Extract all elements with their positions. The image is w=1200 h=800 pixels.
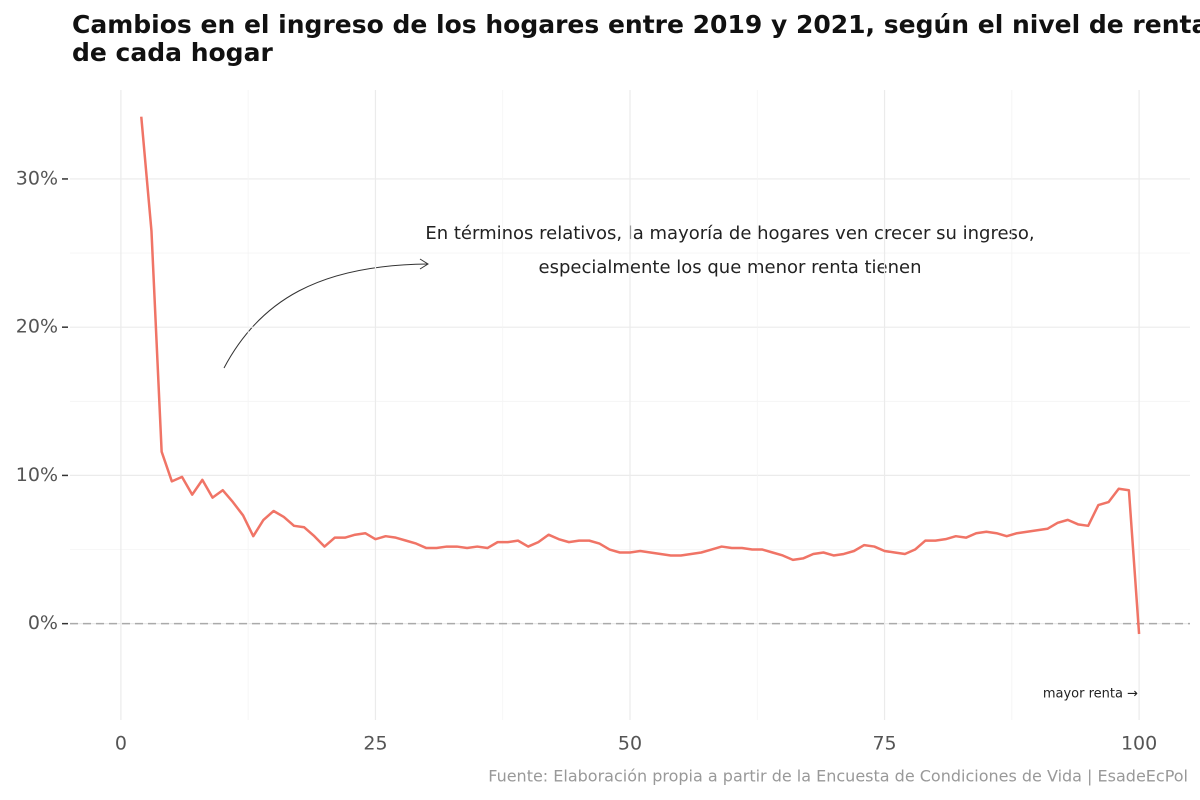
chart-title: de cada hogar [72,38,273,67]
y-tick-label: 20% [16,316,58,338]
x-tick-label: 25 [363,733,387,755]
x-tick-label: 0 [115,733,127,755]
x-tick-label: 100 [1121,733,1157,755]
x-tick-label: 50 [618,733,642,755]
annotation: En términos relativos, la mayoría de hog… [425,223,1034,244]
line [140,116,1141,635]
annotation: especialmente los que menor renta tienen [539,257,922,278]
y-tick-label: 0% [28,612,58,634]
x-tick-label: 75 [872,733,896,755]
annotation-arrow [223,263,429,369]
source: Fuente: Elaboración propia a partir de l… [488,767,1188,786]
arrow-head [419,258,429,270]
chart-title: Cambios en el ingreso de los hogares ent… [72,10,1200,39]
y-tick-label: 10% [16,464,58,486]
x-note: mayor renta → [1043,687,1138,702]
y-tick-label: 30% [16,167,58,189]
